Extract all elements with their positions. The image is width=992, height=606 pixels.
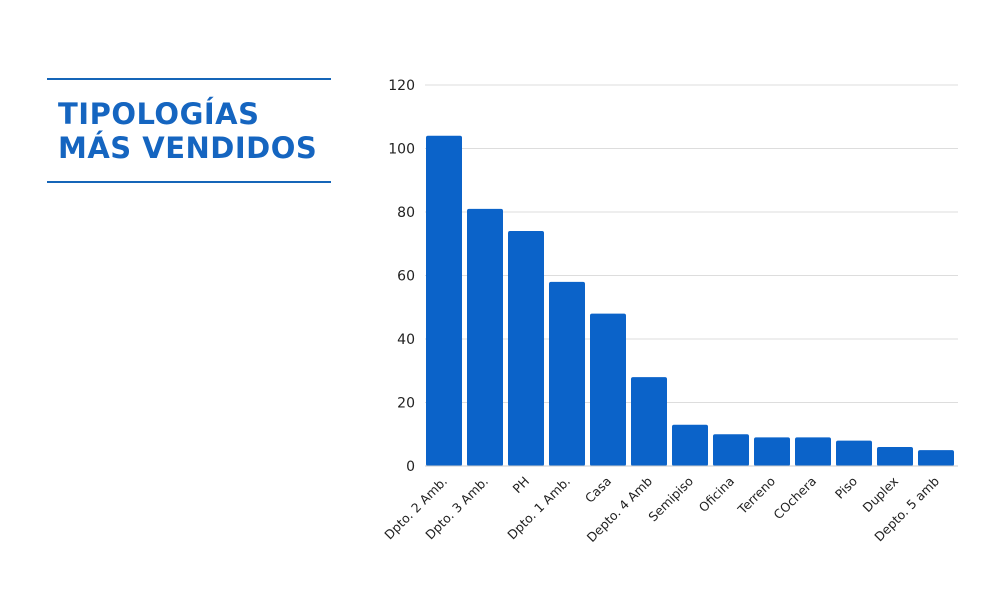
chart-title: TIPOLOGÍAS MÁS VENDIDOS	[58, 97, 317, 165]
y-tick-label: 40	[397, 332, 415, 348]
y-tick-label: 120	[388, 78, 415, 94]
bar	[631, 377, 667, 466]
y-tick-label: 100	[388, 142, 415, 158]
y-tick-label: 80	[397, 205, 415, 221]
bar	[795, 437, 831, 466]
x-tick-label: PH	[510, 474, 533, 497]
title-bottom-rule	[47, 181, 331, 183]
x-tick-label: Casa	[582, 474, 614, 506]
y-tick-label: 20	[397, 396, 415, 412]
y-tick-label: 0	[406, 459, 415, 475]
x-tick-label: COchera	[770, 474, 819, 523]
bar	[467, 208, 503, 466]
bar	[590, 313, 626, 466]
x-tick-label: Semipiso	[645, 474, 696, 525]
bar	[426, 135, 462, 467]
bar	[836, 440, 872, 466]
bar	[672, 424, 708, 466]
y-tick-label: 60	[397, 269, 415, 285]
bar	[754, 437, 790, 466]
title-top-rule	[47, 78, 331, 80]
x-tick-label: Oficina	[696, 474, 737, 515]
bar	[549, 281, 585, 466]
bar	[877, 446, 913, 466]
title-line-2: MÁS VENDIDOS	[58, 131, 318, 165]
bar	[918, 450, 954, 466]
bar	[713, 434, 749, 466]
title-line-1: TIPOLOGÍAS	[58, 97, 260, 131]
bar	[508, 231, 544, 466]
x-tick-label: Piso	[832, 474, 860, 502]
